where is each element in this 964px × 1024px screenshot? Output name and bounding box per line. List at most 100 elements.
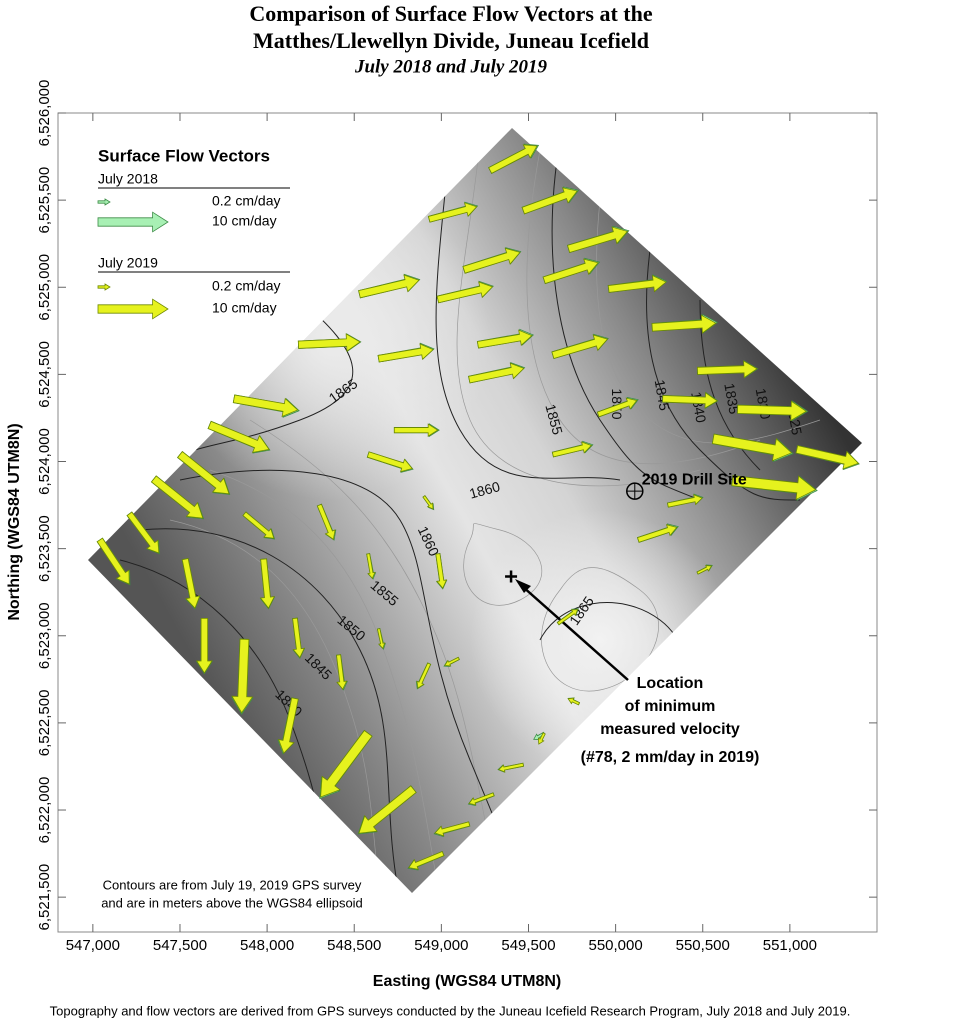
y-tick-label: 6,526,000 [36, 80, 53, 147]
drill-site-label: 2019 Drill Site [642, 471, 747, 488]
legend-vector [97, 283, 111, 291]
y-tick-label: 6,522,000 [36, 777, 53, 844]
legend-vector [97, 198, 111, 206]
x-axis-label: Easting (WGS84 UTM8N) [373, 973, 561, 990]
contour-label: 1855 [542, 402, 566, 436]
contour-label: 1845 [652, 378, 673, 412]
flow-vector [711, 433, 793, 462]
flow-vector [556, 609, 579, 626]
flow-vector [567, 226, 629, 253]
pointer-line [521, 585, 629, 681]
flow-vector [667, 494, 703, 508]
legend-vector [97, 298, 169, 320]
flow-vector [336, 654, 348, 690]
flow-vector [196, 617, 213, 674]
flow-vector [377, 343, 434, 363]
pointer-head [515, 579, 531, 593]
y-axis-label: Northing (WGS84 UTM8N) [6, 423, 23, 620]
flow-vector [242, 511, 275, 539]
annotation: of minimum [625, 698, 716, 715]
flow-vector [207, 420, 270, 453]
x-tick-label: 549,000 [414, 937, 468, 954]
flow-vector [542, 258, 599, 285]
legend-label: 10 cm/day [212, 213, 277, 229]
flow-vector [277, 697, 299, 754]
flow-vector [232, 394, 299, 418]
flow-vector [427, 202, 478, 223]
legend-vector [97, 211, 169, 233]
flow-vector [259, 558, 275, 609]
x-tick-label: 550,500 [676, 937, 730, 954]
flow-vector [476, 329, 533, 349]
annotation: Location [637, 675, 704, 692]
flow-vector [126, 511, 160, 554]
legend-label: 0.2 cm/day [212, 278, 280, 294]
flow-vector [468, 792, 495, 806]
flow-vector [551, 334, 609, 359]
flow-vector [637, 524, 678, 543]
flow-vector [181, 558, 201, 609]
y-tick-label: 6,521,500 [36, 864, 53, 931]
flow-vector [551, 441, 593, 458]
legend-title: Surface Flow Vectors [98, 146, 270, 165]
flow-vector [393, 423, 439, 437]
flow-vector [537, 732, 546, 745]
y-tick-label: 6,525,000 [36, 254, 53, 321]
flow-vector [468, 362, 525, 384]
flow-vector [596, 397, 638, 418]
flow-vector [292, 617, 305, 659]
flow-vector [498, 762, 525, 773]
x-tick-label: 549,500 [501, 937, 555, 954]
flow-vector [358, 274, 420, 299]
contour-label: 1860 [467, 478, 501, 502]
flow-vector [177, 451, 230, 495]
x-tick-label: 548,000 [240, 937, 294, 954]
flow-vector [416, 662, 432, 689]
flow-vector [737, 400, 807, 422]
flow-vector [366, 553, 376, 580]
y-tick-label: 6,524,000 [36, 428, 53, 495]
x-tick-label: 550,000 [588, 937, 642, 954]
annotation: (#78, 2 mm/day in 2019) [581, 749, 760, 766]
flow-vector [462, 247, 521, 274]
flow-vector [795, 445, 860, 470]
flow-vector [316, 503, 336, 541]
flow-vector [358, 785, 417, 834]
legend-entry: July 2019 [98, 255, 158, 271]
y-tick-label: 6,523,500 [36, 515, 53, 582]
x-tick-label: 551,000 [763, 937, 817, 954]
footer: Topography and flow vectors are derived … [50, 1003, 851, 1018]
legend-label: 0.2 cm/day [212, 193, 280, 209]
flow-vector [436, 281, 494, 304]
y-tick-label: 6,525,500 [36, 167, 53, 234]
subtitle: July 2018 and July 2019 [354, 56, 548, 77]
contour-label: 1835 [721, 382, 742, 416]
title: Matthes/Llewellyn Divide, Juneau Icefiel… [253, 28, 649, 53]
y-tick-label: 6,524,500 [36, 341, 53, 408]
flow-vector [422, 495, 434, 510]
flow-vector [297, 333, 361, 352]
flow-vector [488, 144, 538, 174]
flow-vector [435, 553, 448, 589]
y-tick-label: 6,523,000 [36, 602, 53, 669]
x-tick-label: 547,500 [153, 937, 207, 954]
note: and are in meters above the WGS84 ellips… [101, 895, 363, 910]
flow-vector [231, 638, 254, 714]
note: Contours are from July 19, 2019 GPS surv… [103, 877, 362, 892]
content: Comparison of Surface Flow Vectors at th… [6, 1, 850, 1018]
flow-vector [96, 537, 130, 585]
x-tick-label: 548,500 [327, 937, 381, 954]
title: Comparison of Surface Flow Vectors at th… [249, 1, 653, 26]
flow-vector [731, 475, 817, 501]
y-tick-label: 6,522,500 [36, 690, 53, 757]
flow-vector [150, 475, 204, 519]
flow-vector [366, 451, 413, 473]
minimum-marker [505, 570, 518, 583]
flow-vector [408, 851, 445, 870]
flow-vector [651, 314, 717, 334]
flow-vector [696, 360, 758, 379]
flow-vector [567, 697, 581, 706]
flow-vector [696, 565, 713, 575]
